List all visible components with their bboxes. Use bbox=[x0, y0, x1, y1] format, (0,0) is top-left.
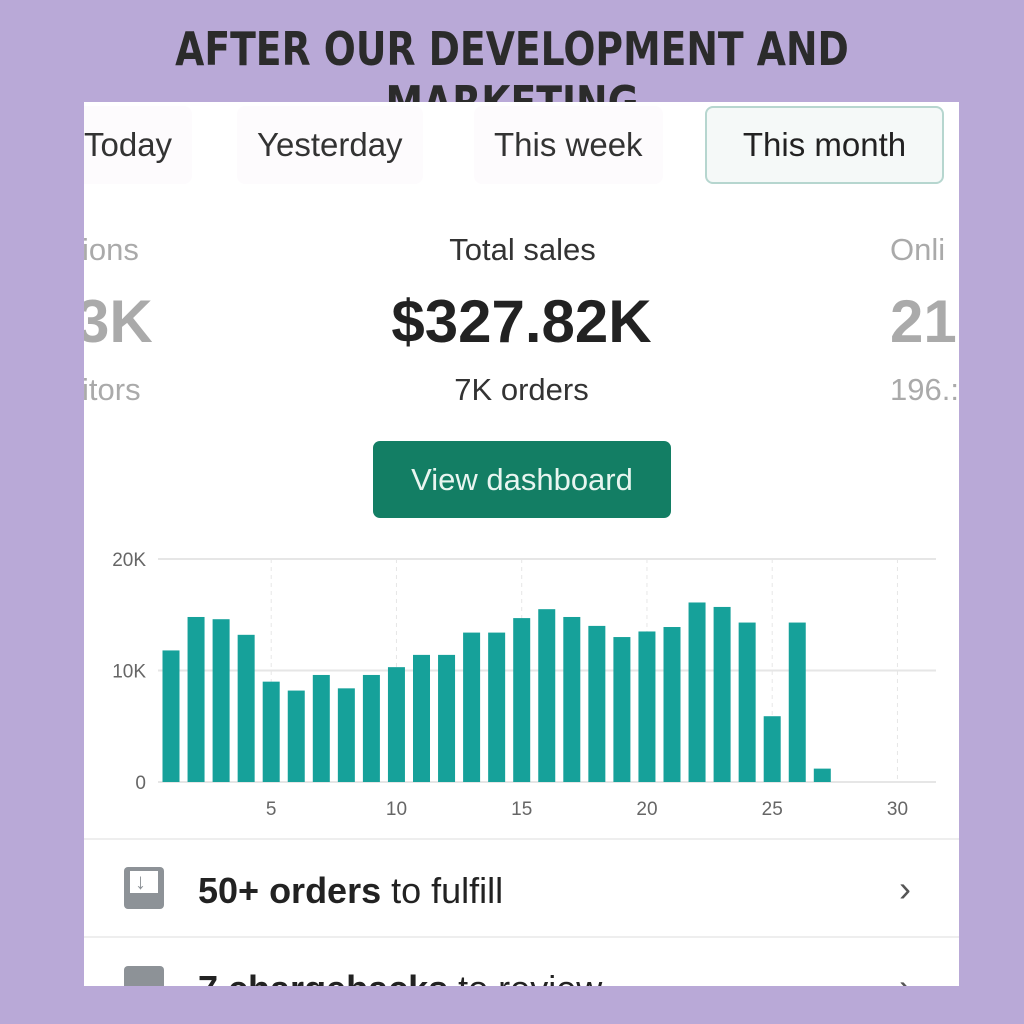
total-sales-label: Total sales bbox=[449, 232, 596, 267]
bar-day-20 bbox=[638, 631, 656, 782]
bar-day-13 bbox=[463, 632, 481, 782]
chevron-right-icon: › bbox=[899, 868, 911, 909]
bar-day-8 bbox=[337, 688, 355, 782]
bar-day-23 bbox=[713, 606, 731, 782]
y-tick-label: 10K bbox=[112, 662, 146, 683]
list-item-chargebacks[interactable]: 7 chargebacks to review › bbox=[84, 936, 959, 986]
sales-bar-chart: 0 10K 20K 5 10 15 20 25 30 bbox=[112, 550, 936, 820]
x-tick-label: 30 bbox=[887, 799, 908, 820]
x-tick-label: 5 bbox=[266, 799, 277, 820]
online-sub: 196.: bbox=[890, 372, 959, 407]
bar-day-25 bbox=[763, 716, 781, 782]
y-tick-label: 20K bbox=[112, 550, 146, 571]
bar-day-7 bbox=[312, 674, 330, 782]
bar-day-26 bbox=[788, 622, 806, 782]
bar-day-17 bbox=[563, 616, 581, 782]
sessions-label: ions bbox=[84, 232, 139, 267]
chargebacks-rest: to review bbox=[448, 968, 602, 986]
bar-day-1 bbox=[162, 650, 180, 782]
x-tick-label: 10 bbox=[386, 799, 407, 820]
bar-day-15 bbox=[513, 618, 531, 782]
orders-count: 7K orders bbox=[454, 372, 589, 407]
chargebacks-bold: 7 chargebacks bbox=[198, 968, 448, 986]
view-dashboard-button[interactable]: View dashboard bbox=[373, 441, 671, 518]
bar-day-5 bbox=[262, 681, 280, 782]
bar-day-14 bbox=[488, 632, 506, 782]
tab-this-month[interactable]: This month bbox=[705, 106, 944, 184]
bar-day-19 bbox=[613, 637, 631, 782]
clipboard-icon bbox=[124, 966, 164, 986]
bar-day-27 bbox=[813, 768, 831, 782]
orders-rest: to fulfill bbox=[381, 870, 504, 911]
bar-day-16 bbox=[538, 609, 556, 782]
shopify-home-card: Today Yesterday This week This month ion… bbox=[84, 102, 959, 986]
bar-day-6 bbox=[287, 690, 305, 782]
bar-day-18 bbox=[588, 625, 606, 782]
bar-day-24 bbox=[738, 622, 756, 782]
y-tick-label: 0 bbox=[135, 773, 146, 794]
bar-day-11 bbox=[413, 654, 430, 782]
total-sales-value: $327.82K bbox=[391, 288, 652, 355]
bar-day-10 bbox=[387, 667, 405, 782]
bar-day-9 bbox=[362, 674, 380, 782]
sessions-value: 3K bbox=[84, 288, 153, 355]
x-tick-label: 15 bbox=[511, 799, 532, 820]
visitors-label: itors bbox=[84, 372, 141, 407]
x-tick-label: 25 bbox=[762, 799, 783, 820]
orders-count-bold: 50+ orders bbox=[198, 870, 382, 911]
bar-day-12 bbox=[438, 654, 456, 782]
tab-this-week[interactable]: This week bbox=[474, 106, 663, 184]
inbox-download-icon: ↓ bbox=[124, 867, 164, 909]
bar-day-21 bbox=[663, 627, 681, 782]
bar-day-22 bbox=[688, 602, 706, 782]
bar-day-3 bbox=[212, 619, 230, 782]
list-item-orders-to-fulfill[interactable]: ↓ 50+ orders to fulfill › bbox=[84, 838, 959, 938]
bar-day-2 bbox=[187, 616, 205, 782]
online-value: 21 bbox=[890, 288, 957, 355]
tab-yesterday[interactable]: Yesterday bbox=[237, 106, 423, 184]
chevron-right-icon: › bbox=[899, 966, 911, 986]
online-label: Onli bbox=[890, 232, 946, 267]
x-tick-label: 20 bbox=[636, 799, 657, 820]
tab-today[interactable]: Today bbox=[84, 106, 193, 184]
bar-day-4 bbox=[237, 634, 255, 782]
